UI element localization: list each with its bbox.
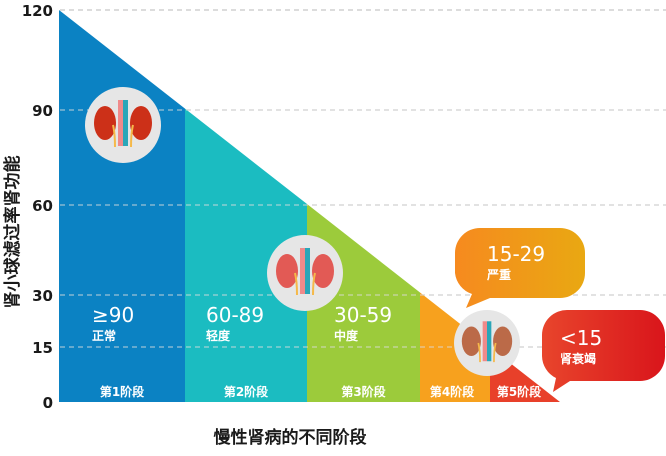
stage-label: 第4阶段 [430,384,475,399]
y-tick-label: 90 [32,102,53,120]
stage-label: 第3阶段 [341,384,386,399]
y-tick-label: 15 [32,339,53,357]
stage-range: 60-89 [206,303,264,327]
stage-range: 30-59 [334,303,392,327]
stage-label: 第5阶段 [497,384,542,399]
stage-severity: 轻度 [206,328,231,343]
stage-severity: 正常 [92,328,116,343]
stage-region [185,108,307,403]
kidney-icon [267,235,343,311]
stage-label: 第2阶段 [224,384,269,399]
stage-label: 第1阶段 [100,384,145,399]
stage-severity: 中度 [334,328,359,343]
stage-severity: 肾衰竭 [560,351,596,366]
y-tick-label: 60 [32,197,53,215]
y-tick-label: 120 [22,2,53,20]
stage-region [59,10,185,402]
stage-range: ≥90 [92,303,134,327]
y-axis-title: 肾小球滤过率肾功能 [2,156,23,309]
x-axis-title: 慢性肾病的不同阶段 [214,427,367,448]
y-tick-label: 0 [43,394,53,412]
y-tick-label: 30 [32,287,53,305]
stage-range: <15 [560,326,602,350]
kidney-icon [454,310,520,376]
stage-range: 15-29 [487,242,545,266]
kidney-icon [85,87,161,163]
stage-severity: 严重 [486,267,511,282]
